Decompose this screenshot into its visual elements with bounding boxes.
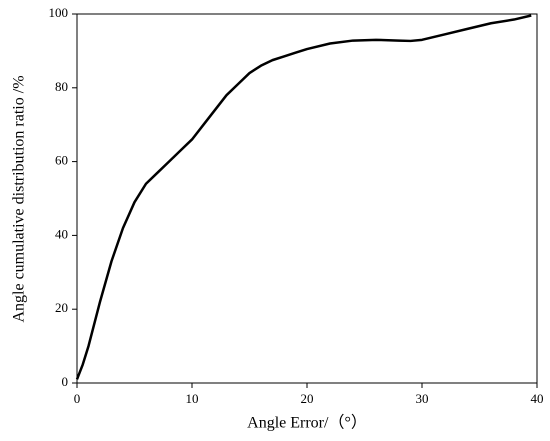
y-tick-label: 0 xyxy=(62,374,69,389)
x-tick-label: 40 xyxy=(531,391,544,406)
x-tick-label: 10 xyxy=(186,391,199,406)
y-axis-title: Angle cumulative distribution ratio /% xyxy=(11,75,28,322)
y-tick-label: 80 xyxy=(55,79,68,94)
x-tick-label: 30 xyxy=(416,391,429,406)
y-tick-label: 40 xyxy=(55,226,68,241)
x-tick-label: 0 xyxy=(74,391,81,406)
y-tick-label: 100 xyxy=(49,5,69,20)
data-line xyxy=(75,14,532,380)
y-tick-label: 60 xyxy=(55,153,68,168)
x-axis-title: Angle Error/（°） xyxy=(247,414,367,432)
x-tick-label: 20 xyxy=(301,391,314,406)
y-tick-label: 20 xyxy=(55,300,68,315)
plot-frame xyxy=(76,13,538,384)
